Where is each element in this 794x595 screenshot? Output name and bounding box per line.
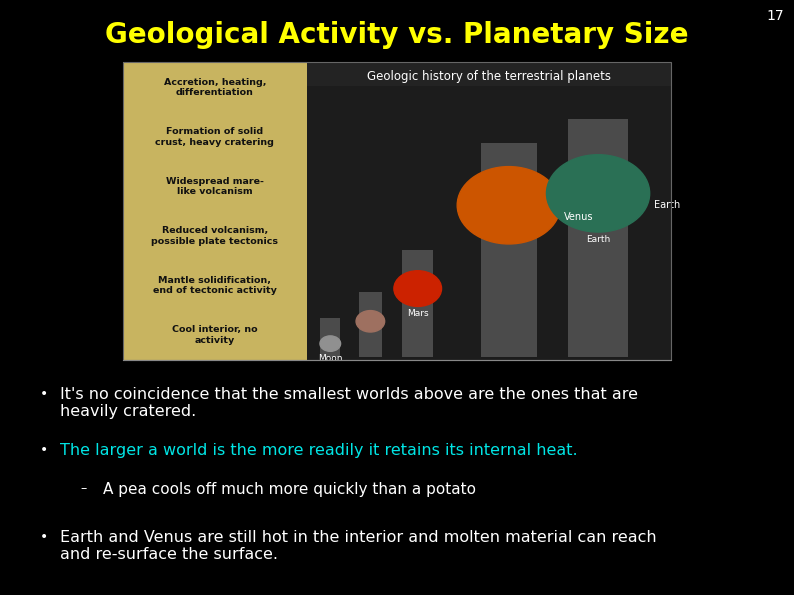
- Text: A pea cools off much more quickly than a potato: A pea cools off much more quickly than a…: [103, 482, 476, 497]
- Bar: [320, 318, 341, 357]
- Bar: [123, 62, 671, 360]
- Text: Mars: Mars: [407, 309, 429, 318]
- Circle shape: [320, 336, 341, 351]
- Text: 17: 17: [767, 9, 784, 23]
- Text: Cool interior, no
activity: Cool interior, no activity: [172, 325, 257, 345]
- Text: Geologic history of the terrestrial planets: Geologic history of the terrestrial plan…: [367, 70, 611, 83]
- Text: Earth: Earth: [586, 235, 611, 244]
- Text: –: –: [80, 482, 87, 495]
- Text: Mercury: Mercury: [0, 594, 1, 595]
- Bar: [568, 119, 628, 357]
- Text: Widespread mare-
like volcanism: Widespread mare- like volcanism: [166, 177, 264, 196]
- Text: The larger a world is the more readily it retains its internal heat.: The larger a world is the more readily i…: [60, 443, 577, 458]
- Text: It's no coincidence that the smallest worlds above are the ones that are
heavily: It's no coincidence that the smallest wo…: [60, 387, 638, 419]
- Text: Formation of solid
crust, heavy cratering: Formation of solid crust, heavy craterin…: [156, 127, 274, 146]
- Bar: [306, 62, 671, 360]
- Text: •: •: [40, 387, 48, 401]
- Text: Venus: Venus: [0, 594, 1, 595]
- Text: Moon: Moon: [318, 354, 342, 364]
- Circle shape: [457, 167, 561, 244]
- Circle shape: [356, 311, 384, 332]
- Circle shape: [394, 271, 441, 306]
- Circle shape: [546, 155, 649, 232]
- Text: Earth and Venus are still hot in the interior and molten material can reach
and : Earth and Venus are still hot in the int…: [60, 530, 656, 562]
- Bar: [123, 62, 306, 360]
- Bar: [359, 292, 382, 357]
- Text: •: •: [40, 530, 48, 544]
- Bar: [480, 143, 537, 357]
- Text: Geological Activity vs. Planetary Size: Geological Activity vs. Planetary Size: [106, 21, 688, 49]
- Text: Accretion, heating,
differentiation: Accretion, heating, differentiation: [164, 77, 266, 97]
- Text: Reduced volcanism,
possible plate tectonics: Reduced volcanism, possible plate tecton…: [152, 226, 279, 246]
- Bar: [306, 62, 671, 86]
- Text: Earth: Earth: [653, 200, 680, 210]
- Text: •: •: [40, 443, 48, 458]
- Text: Venus: Venus: [565, 212, 594, 222]
- Text: Mantle solidification,
end of tectonic activity: Mantle solidification, end of tectonic a…: [153, 276, 277, 295]
- Bar: [403, 250, 434, 357]
